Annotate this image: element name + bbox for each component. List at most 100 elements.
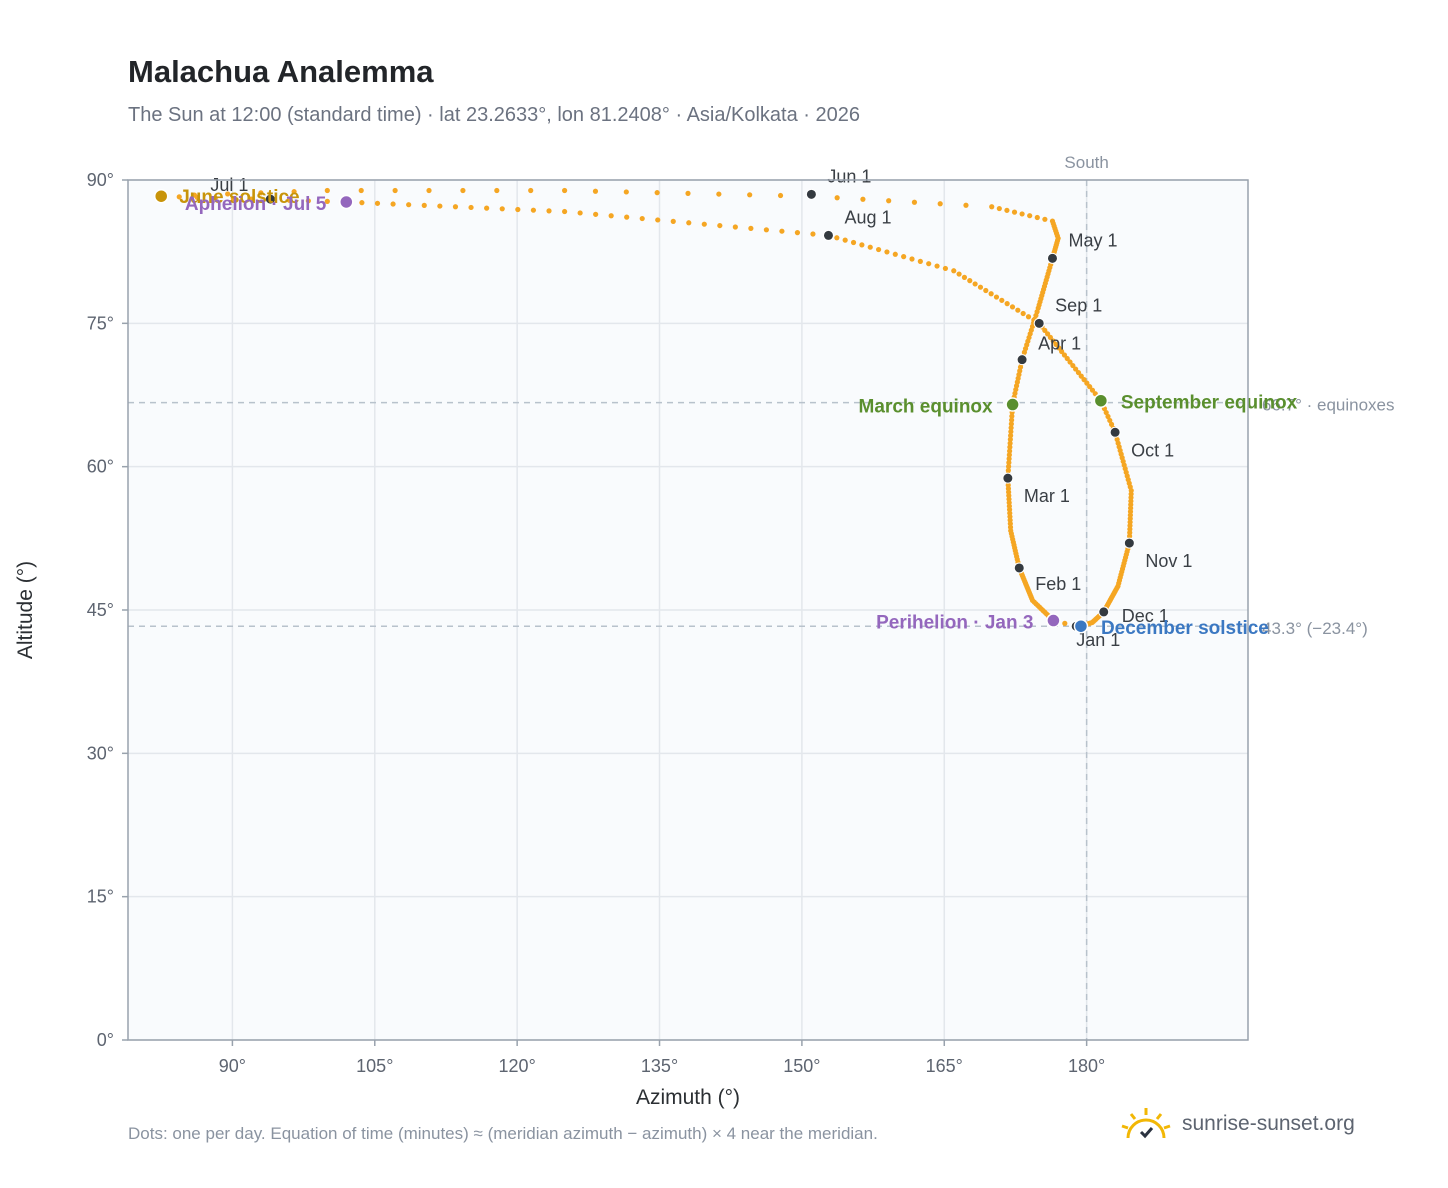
- daily-sun-dot: [884, 249, 890, 255]
- meridian-label: South: [1064, 153, 1108, 172]
- daily-sun-dot: [1103, 409, 1109, 416]
- reference-lines: South 66.7° · equinoxes 43.3° (−23.4°): [128, 153, 1395, 1040]
- month-marker-label: Aug 1: [844, 207, 891, 227]
- brand-logo[interactable]: sunrise-sunset.org: [1118, 1100, 1355, 1148]
- daily-sun-dot: [963, 202, 969, 208]
- daily-sun-dot: [494, 187, 500, 194]
- daily-sun-dot: [258, 190, 264, 196]
- daily-sun-dot: [230, 195, 236, 202]
- x-tick-label: 105°: [356, 1056, 393, 1076]
- daily-sun-dot: [1007, 444, 1013, 450]
- daily-sun-dot: [1009, 417, 1015, 423]
- month-marker-label: Jan 1: [1076, 630, 1120, 650]
- daily-sun-dot: [1007, 440, 1013, 446]
- daily-sun-dot: [1081, 377, 1087, 383]
- daily-sun-dot: [291, 189, 297, 195]
- daily-sun-dot: [468, 204, 474, 211]
- daily-sun-dot: [452, 204, 459, 210]
- month-marker-label: Apr 1: [1038, 334, 1081, 354]
- month-marker-label: Feb 1: [1035, 574, 1081, 594]
- daily-sun-dot: [1007, 448, 1013, 454]
- daily-sun-dot: [1084, 380, 1090, 386]
- daily-sun-dot: [562, 187, 568, 194]
- month-marker-label: May 1: [1068, 230, 1117, 250]
- daily-sun-dot: [867, 244, 873, 250]
- daily-sun-dot: [1087, 384, 1093, 390]
- daily-sun-dot: [358, 187, 364, 194]
- daily-sun-dot: [989, 204, 995, 210]
- month-marker-label: Dec 1: [1122, 606, 1169, 626]
- month-marker-label: Oct 1: [1131, 440, 1174, 460]
- daily-sun-dot: [593, 211, 599, 217]
- daily-sun-dot: [1107, 417, 1113, 424]
- sun-icon: [1121, 1108, 1171, 1139]
- daily-sun-dot: [972, 281, 978, 287]
- daily-sun-dot: [1019, 211, 1025, 217]
- y-tick-label: 75°: [87, 313, 114, 333]
- x-axis-label: Azimuth (°): [636, 1086, 740, 1109]
- daily-sun-dot: [546, 208, 552, 214]
- daily-sun-dot: [1008, 432, 1014, 439]
- chart-title: Malachua Analemma: [128, 54, 434, 89]
- axis-ticks: 90° 105° 120° 135° 150° 165° 180° 0° 15° 30° 45° 60…: [87, 170, 1105, 1076]
- daily-sun-dot: [717, 222, 723, 229]
- daily-sun-dot: [1089, 387, 1096, 393]
- x-tick-label: 180°: [1068, 1056, 1105, 1076]
- daily-sun-dot: [1064, 355, 1070, 362]
- daily-sun-dot: [176, 194, 182, 200]
- daily-sun-dot: [248, 196, 254, 202]
- daily-sun-dot: [993, 294, 1000, 300]
- x-tick-label: 120°: [499, 1056, 536, 1076]
- daily-sun-dot: [655, 217, 661, 223]
- daily-sun-dot: [956, 271, 962, 277]
- daily-sun-dot: [1105, 413, 1111, 420]
- daily-sun-dot: [528, 187, 534, 194]
- y-tick-label: 15°: [87, 887, 114, 907]
- x-tick-label: 135°: [641, 1056, 678, 1076]
- daily-sun-dot: [670, 218, 676, 224]
- daily-sun-dot: [1020, 310, 1026, 317]
- daily-sun-dot: [608, 213, 614, 219]
- daily-sun-dot: [1078, 373, 1084, 379]
- daily-sun-dot: [1015, 307, 1021, 313]
- daily-sun-dot: [810, 231, 816, 237]
- daily-sun-dot: [324, 187, 330, 194]
- daily-sun-dot: [917, 258, 923, 264]
- event-marker-dot: [339, 194, 354, 210]
- month-marker-dot: [1123, 537, 1135, 549]
- event-marker-dot: [1005, 397, 1020, 412]
- daily-sun-dot: [701, 221, 707, 227]
- daily-sun-dot: [834, 195, 840, 201]
- event-marker-dot: [1046, 613, 1061, 628]
- daily-sun-dot: [324, 198, 330, 204]
- daily-sun-dot: [1025, 314, 1032, 320]
- daily-sun-dot: [763, 227, 769, 233]
- daily-sun-dot: [1009, 304, 1016, 310]
- daily-sun-dot: [212, 195, 218, 201]
- daily-sun-dot: [1045, 331, 1051, 337]
- daily-sun-dot: [1004, 207, 1010, 213]
- daily-sun-dot: [286, 197, 292, 203]
- daily-sun-dot: [1062, 620, 1068, 626]
- daily-sun-dot: [592, 188, 599, 194]
- y-tick-label: 45°: [87, 600, 114, 620]
- daily-sun-dot: [623, 189, 629, 195]
- daily-sun-dot: [1042, 327, 1048, 333]
- daily-sun-dot: [716, 191, 722, 197]
- daily-sun-dot: [732, 224, 738, 230]
- daily-sun-dot: [460, 187, 466, 194]
- month-marker-dot: [822, 229, 834, 241]
- daily-sun-dot: [909, 256, 915, 262]
- daily-sun-dot: [392, 187, 398, 194]
- x-tick-label: 150°: [783, 1056, 820, 1076]
- daily-sun-dot: [951, 268, 957, 274]
- daily-sun-dot: [1007, 436, 1013, 443]
- event-marker-label: September equinox: [1121, 393, 1298, 414]
- month-marker-dot: [1013, 562, 1025, 574]
- daily-sun-dot: [374, 200, 381, 206]
- daily-sun-dot: [860, 196, 866, 202]
- daily-sun-dot: [937, 201, 943, 207]
- month-marker-dot: [1098, 606, 1110, 618]
